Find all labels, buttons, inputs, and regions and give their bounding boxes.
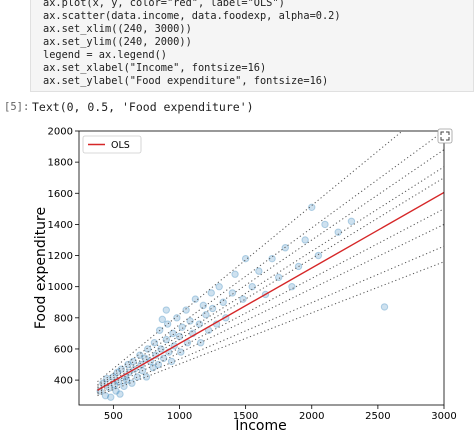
scatter-point bbox=[208, 304, 217, 313]
y-tick-label: 2000 bbox=[48, 127, 73, 138]
scatter-point bbox=[142, 373, 151, 381]
scatter-point bbox=[186, 317, 194, 325]
scatter-point bbox=[182, 306, 190, 314]
x-tick-label: 2500 bbox=[365, 411, 390, 422]
quantile-line bbox=[97, 149, 444, 387]
plot-area bbox=[79, 131, 444, 405]
scatter-point bbox=[308, 203, 316, 211]
scatter-point bbox=[268, 254, 276, 263]
y-tick-label: 1600 bbox=[48, 189, 73, 200]
code-line: ax.plot(x, y, color="red", label="OLS") bbox=[43, 0, 285, 9]
scatter-point bbox=[103, 374, 111, 383]
scatter-point bbox=[199, 301, 208, 310]
legend-label: OLS bbox=[111, 140, 130, 151]
x-tick-label: 3000 bbox=[431, 411, 456, 422]
x-tick-label: 1000 bbox=[167, 411, 192, 422]
y-axis-label: Food expenditure bbox=[33, 207, 49, 329]
code-line: legend = ax.legend() bbox=[43, 49, 167, 61]
y-tick-label: 600 bbox=[54, 344, 73, 355]
scatter-point bbox=[231, 270, 239, 278]
scatter-point bbox=[321, 220, 329, 229]
legend-box bbox=[82, 135, 142, 154]
code-line: ax.scatter(data.income, data.foodexp, al… bbox=[43, 10, 341, 22]
quantile-line bbox=[97, 131, 404, 383]
scatter-point bbox=[288, 282, 296, 291]
scatter-point bbox=[248, 282, 256, 291]
scatter-point bbox=[380, 303, 389, 311]
scatter-point bbox=[129, 357, 137, 366]
quantile-line bbox=[97, 166, 444, 389]
scatter-point bbox=[241, 254, 250, 263]
scatter-point bbox=[136, 351, 144, 359]
scatter-point bbox=[109, 373, 118, 381]
y-tick-label: 1400 bbox=[48, 220, 73, 231]
x-axis-label: Income bbox=[235, 418, 287, 434]
code-cell[interactable]: ax.plot(x, y, color="red", label="OLS") a… bbox=[30, 0, 474, 92]
y-tick-label: 400 bbox=[54, 376, 73, 387]
y-tick-label: 1000 bbox=[48, 282, 73, 293]
scatter-point bbox=[167, 357, 176, 366]
plot-content bbox=[96, 131, 444, 401]
scatter-point bbox=[154, 360, 163, 369]
expand-icon[interactable] bbox=[437, 128, 453, 144]
quantile-line bbox=[97, 131, 444, 386]
scatter-point bbox=[162, 335, 170, 344]
output-prompt: [5]: bbox=[4, 101, 30, 113]
ols-line bbox=[97, 191, 444, 391]
scatter-point bbox=[159, 354, 168, 362]
scatter-point bbox=[274, 273, 283, 282]
scatter-point bbox=[162, 306, 170, 314]
code-line: ax.set_xlabel("Income", fontsize=16) bbox=[43, 62, 267, 74]
scatter-point bbox=[215, 282, 223, 291]
scatter-point bbox=[255, 267, 263, 275]
scatter-point bbox=[191, 295, 200, 303]
x-tick-label: 2000 bbox=[299, 411, 324, 422]
scatter-point bbox=[169, 329, 177, 338]
output-text: Text(0, 0.5, 'Food expenditure') bbox=[32, 100, 254, 114]
scatter-point bbox=[207, 289, 215, 297]
code-line: ax.set_xlim((240, 3000)) bbox=[43, 23, 192, 35]
code-line: ax.set_ylim((240, 2000)) bbox=[43, 36, 192, 48]
scatter-point bbox=[116, 390, 124, 398]
quantile-line bbox=[97, 177, 444, 390]
scatter-point bbox=[144, 345, 152, 353]
y-tick-label: 1200 bbox=[48, 251, 73, 262]
scatter-point bbox=[157, 345, 165, 353]
scatter-point bbox=[301, 236, 309, 244]
quantile-line bbox=[97, 261, 444, 397]
scatter-point bbox=[228, 289, 237, 297]
scatter-point bbox=[150, 339, 159, 347]
scatter-point bbox=[107, 393, 115, 401]
legend: OLS bbox=[82, 135, 142, 154]
quantile-line bbox=[97, 208, 444, 392]
scatter-point bbox=[120, 382, 128, 391]
scatter-point bbox=[347, 217, 356, 225]
scatter-point bbox=[133, 373, 141, 381]
code-line: ax.set_ylabel("Food expenditure", fontsi… bbox=[43, 75, 329, 87]
scatter-point bbox=[202, 311, 210, 319]
y-tick-label: 1800 bbox=[48, 158, 73, 169]
scatter-point bbox=[177, 348, 185, 356]
x-tick-label: 500 bbox=[104, 411, 123, 422]
scatter-point bbox=[173, 314, 181, 322]
scatter-point bbox=[178, 323, 186, 331]
scatter-point bbox=[314, 251, 323, 260]
scatter-point bbox=[239, 295, 247, 303]
scatter-point bbox=[112, 387, 120, 395]
axes-frame bbox=[78, 130, 445, 406]
y-tick-label: 800 bbox=[54, 313, 73, 324]
x-tick-label: 1500 bbox=[233, 411, 258, 422]
scatter-point bbox=[158, 315, 167, 324]
